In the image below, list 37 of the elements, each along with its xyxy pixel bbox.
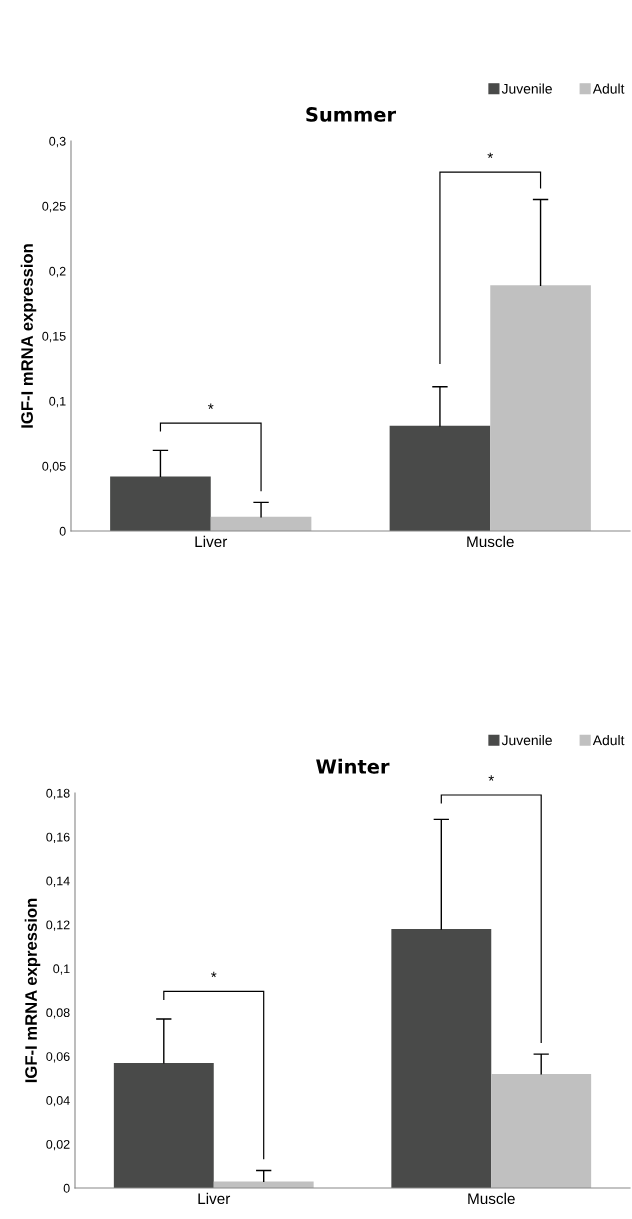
y-tick-label: 0,16 (46, 832, 70, 844)
x-tick-label: Liver (198, 1192, 231, 1205)
legend-label: Adult (592, 735, 625, 746)
annotation: * (208, 403, 214, 409)
bar (389, 425, 491, 531)
y-tick-label: 0,25 (42, 201, 66, 213)
y-tick-label: 0,14 (46, 876, 70, 887)
y-tick-label: 0,2 (49, 266, 66, 278)
y-tick-label: 0,02 (46, 1139, 70, 1151)
y-tick-label: 0,1 (49, 396, 66, 408)
chart-title: Summer (306, 107, 397, 122)
text: * (488, 775, 494, 781)
x-tick-label: Muscle (467, 535, 514, 548)
y-axis-title: IGF-I mRNA expression (20, 244, 37, 428)
annotation: * (487, 152, 493, 159)
x-tick-label: Liver (195, 535, 228, 548)
bar (491, 1073, 592, 1188)
y-tick-label: 0,12 (46, 920, 70, 931)
y-tick-label: 0,15 (42, 331, 66, 343)
legend-label: Juvenile (501, 735, 552, 746)
y-tick-label: 0 (63, 1183, 70, 1193)
legend-label: Adult (592, 83, 625, 94)
y-tick-label: 0,05 (42, 461, 66, 473)
y-tick-label: 0,1 (53, 964, 70, 975)
y-tick-label: 0,08 (46, 1008, 70, 1019)
y-tick-label: 0,18 (46, 788, 70, 800)
y-axis-title: IGF-I mRNA expression (24, 898, 41, 1083)
y-tick-label: 0 (59, 526, 66, 536)
bar (213, 1181, 314, 1188)
y-tick-label: 0,06 (46, 1052, 70, 1063)
y-tick-label: 0,04 (46, 1096, 70, 1107)
chart-title: Winter (316, 758, 390, 774)
legend-label: Juvenile (501, 83, 552, 94)
y-tick-label: 0,3 (49, 136, 66, 148)
annotation: * (211, 971, 217, 978)
bar (210, 516, 312, 531)
x-tick-label: Muscle (468, 1192, 515, 1205)
